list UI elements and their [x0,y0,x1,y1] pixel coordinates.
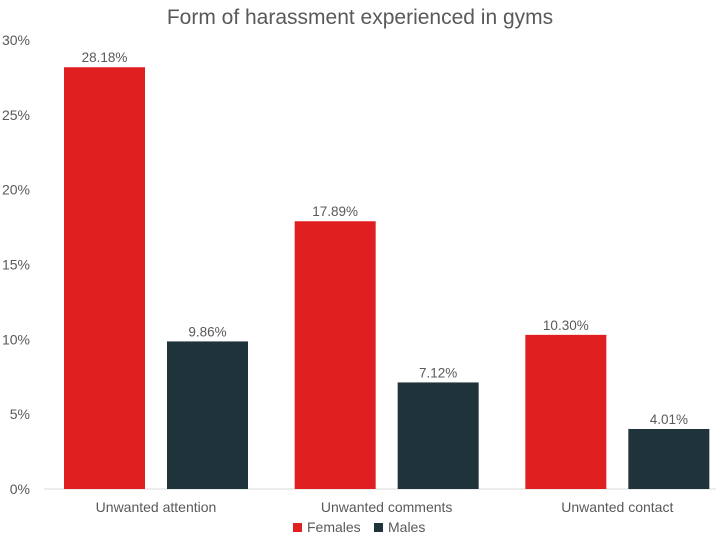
data-labels: 28.18% 9.86% 17.89% 7.12% 10.30% 4.01% [82,50,688,427]
y-tick-label: 25% [2,107,30,123]
data-label: 4.01% [650,412,688,427]
y-tick-label: 0% [10,481,30,497]
bar-females-3 [525,334,607,489]
x-axis: Unwanted attention Unwanted comments Unwan… [96,499,674,515]
bar-males-3 [628,428,710,489]
legend-swatch-males [374,523,383,532]
y-tick-label: 20% [2,182,30,198]
data-label: 28.18% [82,50,128,65]
bar-females-2 [294,221,376,489]
bar-males-1 [167,341,248,489]
legend-swatch-females [293,523,302,532]
bar-females-1 [64,67,145,490]
legend: Females Males [293,519,425,535]
legend-label-females: Females [307,519,361,535]
legend-label-males: Males [388,519,425,535]
y-axis: 0% 5% 10% 15% 20% 25% 30% [2,32,30,497]
bars [64,67,710,490]
data-label: 9.86% [188,324,226,339]
bar-males-2 [397,382,479,489]
y-tick-label: 15% [2,257,30,273]
data-label: 10.30% [543,318,589,333]
y-tick-label: 5% [10,406,30,422]
y-tick-label: 10% [2,331,30,347]
data-label: 17.89% [312,204,358,219]
chart-title: Form of harassment experienced in gyms [167,6,553,29]
data-label: 7.12% [419,365,457,380]
x-category-label: Unwanted comments [321,499,453,515]
x-category-label: Unwanted attention [96,499,217,515]
y-tick-label: 30% [2,32,30,48]
x-category-label: Unwanted contact [561,499,673,515]
